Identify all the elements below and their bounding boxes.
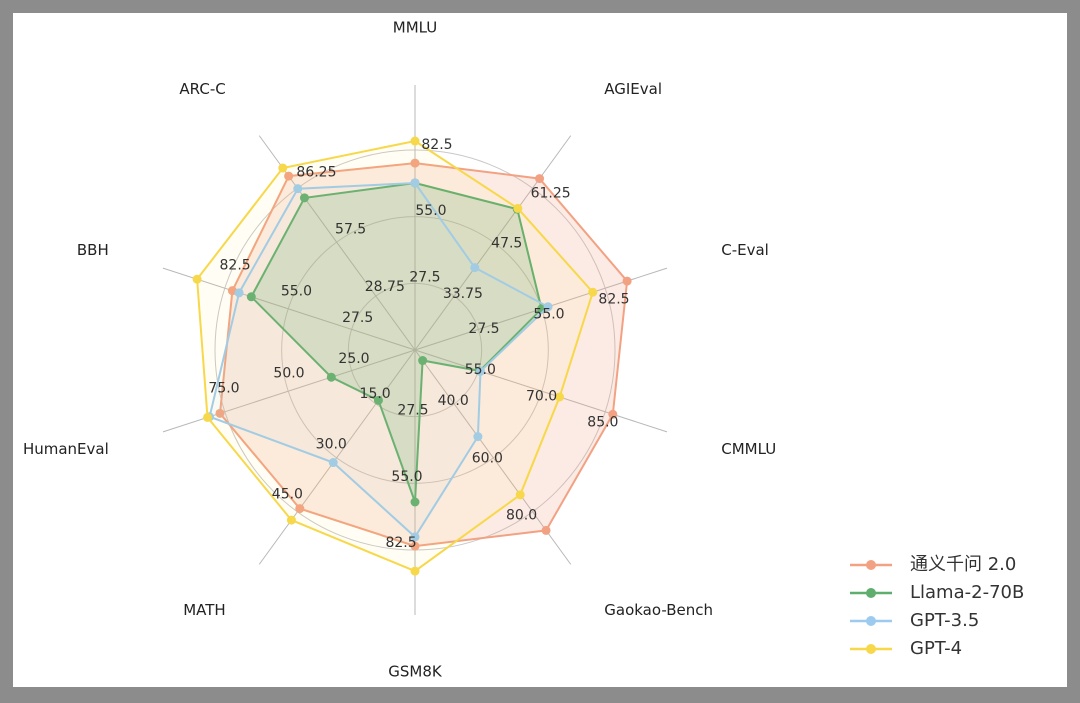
tick-label: 27.5 bbox=[342, 310, 373, 326]
tick-label: 82.5 bbox=[598, 292, 629, 308]
tick-label: 61.25 bbox=[531, 185, 571, 201]
tick-label: 80.0 bbox=[506, 508, 537, 524]
tick-label: 82.5 bbox=[385, 535, 416, 551]
data-point bbox=[541, 525, 551, 535]
tick-label: 28.75 bbox=[365, 279, 405, 295]
data-point bbox=[410, 497, 420, 507]
data-point bbox=[203, 412, 213, 422]
tick-label: 55.0 bbox=[281, 284, 312, 300]
legend-marker bbox=[866, 644, 876, 654]
data-point bbox=[246, 292, 256, 302]
tick-label: 15.0 bbox=[360, 386, 391, 402]
data-point bbox=[410, 532, 420, 542]
data-point bbox=[328, 458, 338, 468]
data-point bbox=[373, 395, 383, 405]
legend-marker bbox=[866, 616, 876, 626]
data-point bbox=[286, 515, 296, 525]
tick-label: 55.0 bbox=[465, 362, 496, 378]
legend-label: GPT-4 bbox=[910, 638, 962, 659]
category-label: ARC-C bbox=[179, 80, 225, 98]
axis-line bbox=[258, 349, 416, 565]
tick-label: 27.5 bbox=[397, 402, 428, 418]
data-point bbox=[410, 136, 420, 146]
axis-line bbox=[414, 349, 668, 433]
data-point bbox=[535, 174, 545, 184]
category-label: C-Eval bbox=[721, 241, 769, 259]
data-point bbox=[473, 432, 483, 442]
tick-label: 47.5 bbox=[491, 236, 522, 252]
tick-label: 40.0 bbox=[438, 393, 469, 409]
legend-label: GPT-3.5 bbox=[910, 610, 979, 631]
data-point bbox=[410, 158, 420, 168]
data-point bbox=[215, 408, 225, 418]
legend-label: 通义千问 2.0 bbox=[910, 554, 1016, 575]
tick-label: 30.0 bbox=[316, 436, 347, 452]
data-point bbox=[410, 566, 420, 576]
data-point bbox=[293, 184, 303, 194]
data-point bbox=[299, 193, 309, 203]
data-point bbox=[622, 276, 632, 286]
legend-marker bbox=[866, 588, 876, 598]
legend-marker bbox=[866, 560, 876, 570]
data-point bbox=[418, 356, 428, 366]
tick-label: 85.0 bbox=[587, 415, 618, 431]
data-point bbox=[278, 163, 288, 173]
data-point bbox=[588, 287, 598, 297]
data-point bbox=[234, 288, 244, 298]
tick-label: 50.0 bbox=[273, 366, 304, 382]
tick-label: 55.0 bbox=[415, 203, 446, 219]
legend-label: Llama-2-70B bbox=[910, 582, 1024, 603]
category-label: BBH bbox=[77, 241, 109, 259]
tick-label: 27.5 bbox=[468, 321, 499, 337]
tick-label: 60.0 bbox=[472, 450, 503, 466]
category-label: HumanEval bbox=[23, 440, 109, 458]
data-point bbox=[555, 392, 565, 402]
tick-label: 55.0 bbox=[533, 306, 564, 322]
category-label: MATH bbox=[183, 601, 225, 619]
tick-label: 33.75 bbox=[443, 286, 483, 302]
category-label: GSM8K bbox=[388, 663, 443, 681]
tick-label: 55.0 bbox=[391, 469, 422, 485]
category-label: AGIEval bbox=[604, 80, 662, 98]
tick-label: 75.0 bbox=[208, 380, 239, 396]
tick-label: 86.25 bbox=[296, 164, 336, 180]
data-point bbox=[470, 263, 480, 273]
axis-line bbox=[414, 135, 572, 351]
tick-label: 70.0 bbox=[526, 388, 557, 404]
data-point bbox=[410, 178, 420, 188]
tick-label: 57.5 bbox=[335, 222, 366, 238]
category-label: Gaokao-Bench bbox=[604, 601, 713, 619]
category-label: CMMLU bbox=[721, 440, 776, 458]
data-point bbox=[192, 274, 202, 284]
data-point bbox=[295, 504, 305, 514]
chart-panel bbox=[13, 13, 1067, 687]
tick-label: 25.0 bbox=[338, 351, 369, 367]
data-point bbox=[543, 302, 553, 312]
data-point bbox=[476, 366, 486, 376]
data-point bbox=[608, 409, 618, 419]
tick-label: 45.0 bbox=[272, 487, 303, 503]
tick-label: 82.5 bbox=[421, 137, 452, 153]
category-label: MMLU bbox=[393, 19, 437, 37]
data-point bbox=[513, 203, 523, 213]
tick-label: 27.5 bbox=[409, 270, 440, 286]
axis-line bbox=[162, 267, 416, 351]
data-point bbox=[515, 490, 525, 500]
data-point bbox=[410, 541, 420, 551]
tick-label: 82.5 bbox=[220, 257, 251, 273]
data-point bbox=[284, 171, 294, 181]
data-point bbox=[326, 372, 336, 382]
